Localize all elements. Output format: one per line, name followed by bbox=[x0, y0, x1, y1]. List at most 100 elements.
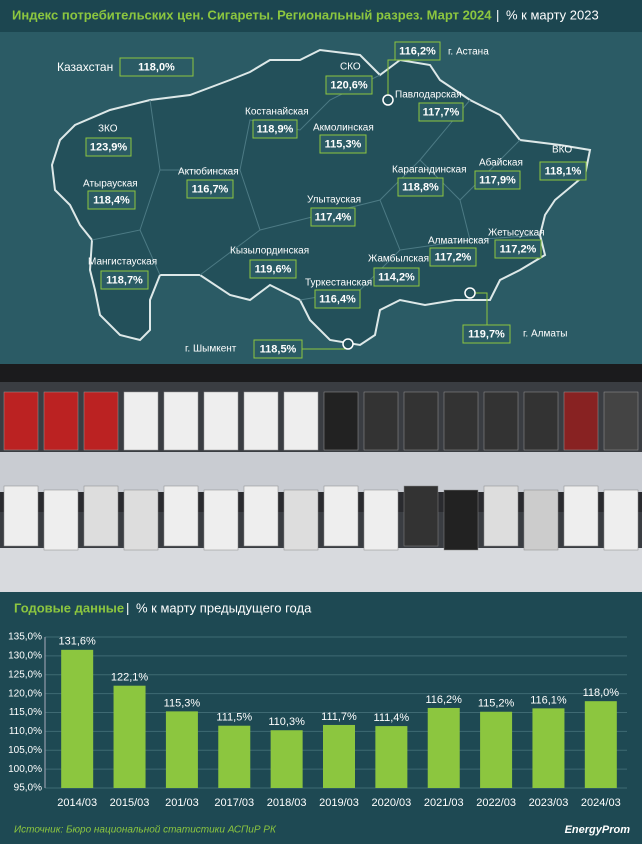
bar bbox=[218, 725, 251, 788]
x-tick-label: 2018/03 bbox=[267, 797, 307, 809]
pack bbox=[363, 489, 399, 551]
region-value: 118,8% bbox=[402, 181, 439, 193]
region-name: Абайская bbox=[479, 157, 523, 169]
chart-sep: | bbox=[126, 600, 129, 615]
pack bbox=[203, 391, 239, 451]
value-label: 115,2% bbox=[478, 698, 515, 710]
region-value: 119,6% bbox=[255, 263, 292, 275]
header-subtitle: % к марту 2023 bbox=[506, 7, 599, 22]
pack bbox=[3, 485, 39, 547]
value-box bbox=[394, 41, 441, 61]
region-value: 117,7% bbox=[423, 106, 460, 118]
pack bbox=[483, 485, 519, 547]
pack bbox=[603, 391, 639, 451]
x-tick-label: 2014/03 bbox=[57, 797, 97, 809]
shelf-1 bbox=[0, 452, 642, 492]
pack bbox=[483, 391, 519, 451]
bar bbox=[113, 685, 146, 788]
region-name: Костанайская bbox=[245, 107, 309, 118]
value-label: 110,3% bbox=[268, 716, 305, 728]
region-name: Атырауская bbox=[83, 179, 138, 190]
leader-line bbox=[387, 59, 395, 100]
x-tick-label: 2017/03 bbox=[214, 797, 254, 809]
pack bbox=[283, 489, 319, 551]
region-name: СКО bbox=[340, 62, 361, 73]
pack bbox=[283, 391, 319, 451]
bar bbox=[270, 730, 303, 788]
region-name: Улытауская bbox=[307, 195, 361, 206]
y-tick-label: 125,0% bbox=[8, 669, 42, 680]
value-label: 111,4% bbox=[374, 712, 410, 724]
region-value: 115,3% bbox=[325, 138, 362, 150]
x-tick-label: 2020/03 bbox=[371, 797, 411, 809]
header-sep: | bbox=[496, 7, 499, 22]
y-tick-label: 115,0% bbox=[9, 707, 42, 718]
region-value: 114,2% bbox=[378, 271, 415, 283]
value-label: 122,1% bbox=[111, 672, 149, 684]
region-name: Карагандинская bbox=[392, 165, 467, 176]
value-box bbox=[325, 75, 373, 95]
region-value: 120,6% bbox=[330, 79, 368, 91]
value-box bbox=[252, 119, 298, 139]
value-box bbox=[474, 170, 521, 190]
value-box bbox=[429, 247, 477, 267]
x-tick-label: 2019/03 bbox=[319, 797, 359, 809]
region-name: г. Шымкент bbox=[185, 344, 237, 355]
header-bg bbox=[0, 0, 642, 32]
region-value: 117,4% bbox=[315, 211, 352, 223]
bar bbox=[61, 649, 94, 788]
pack bbox=[403, 485, 439, 547]
shelf-2 bbox=[0, 548, 642, 592]
bar bbox=[427, 707, 460, 788]
region-name: Актюбинская bbox=[178, 166, 239, 178]
region-value: 116,2% bbox=[399, 45, 436, 57]
region-name: Жамбылская bbox=[368, 253, 429, 265]
value-box bbox=[397, 177, 444, 197]
value-box bbox=[314, 289, 361, 309]
map-outline bbox=[50, 48, 592, 347]
photo-top bbox=[0, 364, 642, 382]
pack bbox=[3, 391, 39, 451]
value-label: 116,1% bbox=[530, 694, 567, 706]
value-label: 115,3% bbox=[164, 697, 201, 709]
city-marker bbox=[342, 338, 354, 350]
region-value: 118,1% bbox=[545, 165, 582, 177]
region-value: 116,4% bbox=[319, 293, 356, 305]
value-label: 111,7% bbox=[321, 711, 357, 723]
region-name: Туркестанская bbox=[305, 278, 372, 289]
x-tick-label: 2022/03 bbox=[476, 797, 516, 809]
pack bbox=[83, 485, 119, 547]
region-value: 118,7% bbox=[106, 274, 143, 286]
bar bbox=[375, 726, 408, 788]
x-tick-label: 2015/03 bbox=[110, 797, 150, 809]
bar bbox=[323, 724, 355, 788]
region-name: Казахстан bbox=[57, 60, 113, 74]
pack bbox=[203, 489, 239, 551]
region-value: 119,7% bbox=[468, 328, 505, 340]
pack bbox=[363, 391, 399, 451]
city-marker bbox=[382, 94, 394, 106]
value-box bbox=[319, 134, 367, 154]
region-value: 117,2% bbox=[500, 243, 537, 255]
region-name: Кызылординская bbox=[230, 246, 309, 257]
brand: EnergyProm bbox=[565, 824, 631, 836]
pack bbox=[163, 485, 199, 547]
city-marker bbox=[464, 287, 476, 299]
pack bbox=[163, 391, 199, 451]
region-value: 118,9% bbox=[257, 123, 294, 135]
bar bbox=[165, 711, 198, 788]
y-tick-label: 120,0% bbox=[8, 688, 42, 699]
x-tick-label: 2023/03 bbox=[529, 797, 569, 809]
bar bbox=[584, 701, 617, 788]
value-box bbox=[494, 239, 542, 259]
value-label: 118,0% bbox=[583, 687, 620, 699]
pack bbox=[243, 485, 279, 547]
value-label: 131,6% bbox=[59, 636, 97, 648]
pack bbox=[523, 489, 559, 551]
x-tick-label: 201/03 bbox=[165, 797, 199, 809]
pack bbox=[43, 391, 79, 451]
region-name: ВКО bbox=[552, 145, 572, 156]
packs bbox=[3, 391, 639, 551]
source: Источник: Бюро национальной статистики А… bbox=[14, 825, 277, 836]
region-name: Жетысуская bbox=[488, 228, 545, 239]
